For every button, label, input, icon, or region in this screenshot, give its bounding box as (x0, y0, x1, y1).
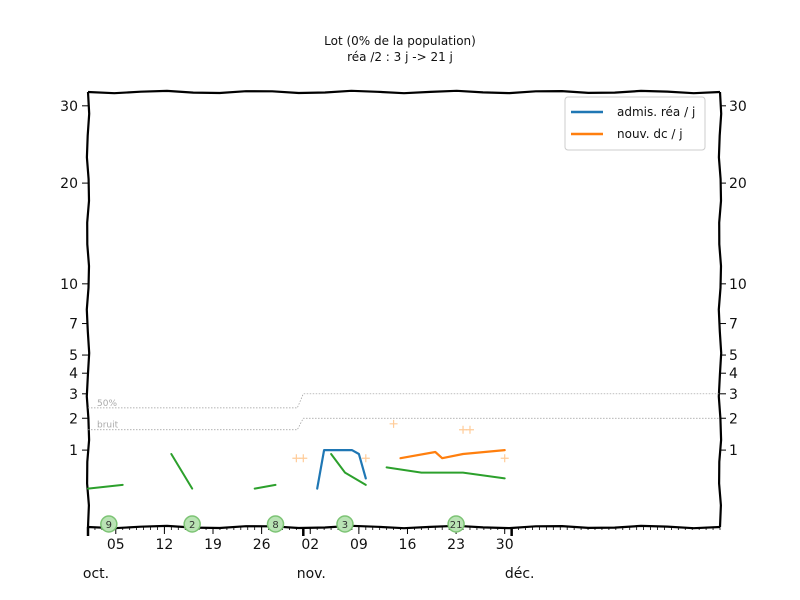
series-line-1 (399, 449, 506, 460)
marker-label: 21 (450, 520, 463, 531)
y-tick-label-left: 30 (60, 99, 78, 115)
y-tick-label-left: 7 (69, 317, 78, 333)
x-tick-label: 23 (447, 537, 465, 553)
x-month-label: oct. (83, 566, 109, 582)
x-month-label: nov. (297, 566, 326, 582)
plot-frame-top (87, 89, 721, 95)
y-tick-label-right: 30 (729, 99, 747, 115)
y-tick-label-right: 2 (729, 411, 738, 427)
marker-circle (447, 515, 465, 533)
x-month-label: déc. (505, 566, 535, 582)
plot-frame-bottom (87, 524, 721, 530)
x-tick-label: 02 (301, 537, 319, 553)
faint-cross-marker (361, 454, 370, 463)
plot-frame-right (717, 91, 723, 528)
reference-line-1 (88, 417, 720, 431)
green-segment-line (385, 466, 506, 480)
y-tick-label-left: 5 (69, 348, 78, 364)
reference-line-label: bruit (97, 421, 119, 431)
x-tick-label: 16 (399, 537, 417, 553)
reference-line-0 (88, 393, 720, 409)
marker-circle (266, 515, 285, 533)
faint-cross-marker (299, 454, 308, 463)
y-tick-label-left: 3 (69, 387, 78, 403)
marker-label: 8 (272, 520, 278, 531)
y-tick-label-left: 4 (69, 366, 78, 382)
y-tick-label-right: 20 (729, 176, 747, 192)
y-tick-label-left: 1 (69, 443, 78, 459)
faint-cross-marker (389, 419, 398, 428)
green-segment-line (330, 453, 367, 486)
y-tick-label-right: 3 (729, 387, 738, 403)
y-tick-label-right: 5 (729, 348, 738, 364)
marker-circle (336, 515, 354, 533)
marker-label: 3 (342, 520, 348, 531)
marker-label: 2 (189, 520, 195, 531)
marker-circle (183, 515, 201, 533)
y-tick-label-left: 20 (60, 176, 78, 192)
legend-label-0: admis. réa / j (617, 105, 695, 119)
x-tick-label: 05 (107, 537, 125, 553)
x-tick-label: 30 (496, 537, 514, 553)
plot-frame-left (85, 91, 91, 528)
legend-box (564, 96, 706, 151)
legend-label-1: nouv. dc / j (617, 127, 683, 141)
marker-circle (100, 515, 118, 533)
faint-cross-marker (459, 425, 468, 434)
x-tick-label: 12 (155, 537, 173, 553)
faint-cross-marker (292, 454, 301, 463)
marker-label: 9 (106, 520, 112, 531)
series-line-0 (316, 449, 367, 490)
y-tick-label-left: 10 (60, 277, 78, 293)
x-tick-label: 09 (350, 537, 368, 553)
reference-line-label: 50% (97, 399, 117, 409)
green-segment-line (170, 453, 194, 490)
chart-title: Lot (0% de la population) (324, 34, 476, 48)
green-segment-line (87, 483, 124, 490)
y-tick-label-left: 2 (69, 411, 78, 427)
y-tick-label-right: 4 (729, 366, 738, 382)
faint-cross-marker (465, 425, 474, 434)
faint-cross-marker (500, 454, 509, 463)
chart-subtitle: réa /2 : 3 j -> 21 j (347, 50, 453, 64)
green-segment-line (253, 483, 277, 490)
y-tick-label-right: 10 (729, 277, 747, 293)
x-tick-label: 19 (204, 537, 222, 553)
x-tick-label: 26 (253, 537, 271, 553)
y-tick-label-right: 1 (729, 443, 738, 459)
y-tick-label-right: 7 (729, 317, 738, 333)
